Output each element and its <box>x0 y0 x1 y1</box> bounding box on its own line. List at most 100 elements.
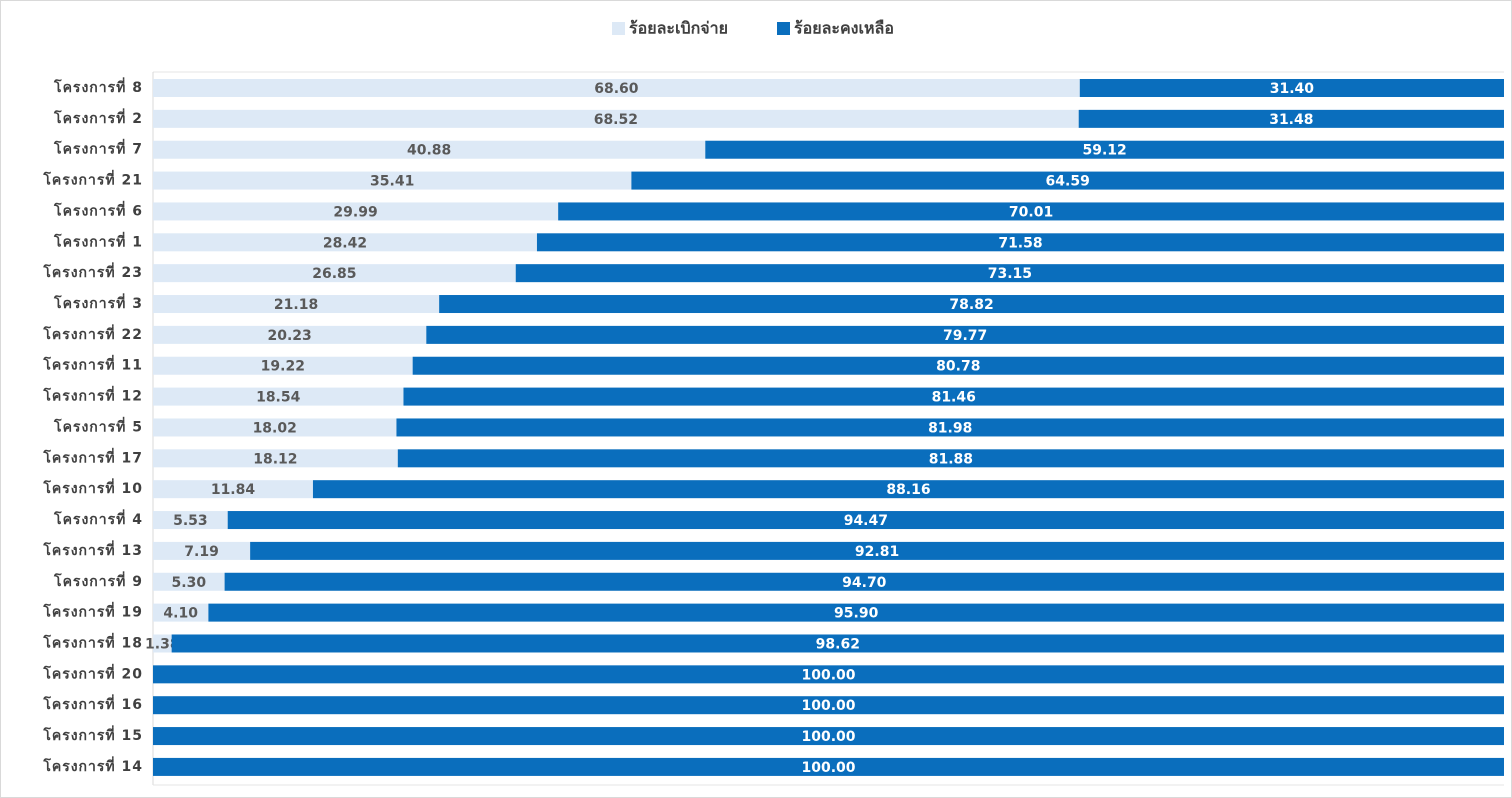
data-label: 100.00 <box>801 760 855 776</box>
bar-segment <box>153 325 427 344</box>
y-tick-label: โครงการที่ 7 <box>53 139 143 158</box>
y-tick-label: โครงการที่ 23 <box>42 262 143 281</box>
bar-segment <box>153 541 251 560</box>
bar-segment <box>536 233 1504 252</box>
bar-segment <box>1078 109 1504 128</box>
bar-segment <box>153 572 225 591</box>
data-label: 100.00 <box>801 729 855 745</box>
y-tick-label: โครงการที่ 12 <box>42 386 143 405</box>
data-label: 31.48 <box>1269 112 1313 128</box>
bar-segment <box>705 140 1504 159</box>
data-label: 73.15 <box>988 266 1032 282</box>
y-tick-label: โครงการที่ 11 <box>42 355 143 374</box>
data-label: 80.78 <box>936 359 980 375</box>
legend-swatch <box>777 22 790 35</box>
data-label: 68.60 <box>594 81 639 97</box>
data-label: 79.77 <box>943 328 987 344</box>
data-label: 70.01 <box>1009 204 1053 220</box>
data-label: 29.99 <box>333 204 377 220</box>
data-label: 94.70 <box>842 575 887 591</box>
y-tick-label: โครงการที่ 15 <box>42 725 143 744</box>
bar-segment <box>1079 79 1504 97</box>
bar-segment <box>397 449 1504 468</box>
legend-label: ร้อยละคงเหลือ <box>794 19 894 38</box>
data-label: 19.22 <box>261 359 305 375</box>
data-label: 92.81 <box>855 544 899 560</box>
data-label: 11.84 <box>211 482 256 498</box>
bar-segment <box>153 171 632 190</box>
bar-segment <box>171 634 1504 653</box>
data-label: 88.16 <box>886 482 930 498</box>
bar-segment <box>250 541 1504 560</box>
data-label: 5.30 <box>172 575 207 591</box>
y-tick-label: โครงการที่ 19 <box>42 602 143 621</box>
y-tick-label: โครงการที่ 4 <box>53 509 143 528</box>
y-tick-label: โครงการที่ 6 <box>53 200 143 219</box>
data-label: 35.41 <box>370 174 414 190</box>
y-tick-label: โครงการที่ 10 <box>42 478 143 497</box>
data-label: 5.53 <box>173 513 208 529</box>
bar-segment <box>403 387 1505 406</box>
y-tick-label: โครงการที่ 13 <box>42 540 143 559</box>
bar-segment <box>153 511 228 530</box>
data-label: 78.82 <box>949 297 993 313</box>
data-label: 1.38 <box>145 636 180 652</box>
bar-segment <box>153 696 1504 715</box>
y-tick-label: โครงการที่ 16 <box>42 694 143 713</box>
data-label: 95.90 <box>834 606 879 622</box>
data-label: 26.85 <box>312 266 356 282</box>
legend-swatch <box>612 22 625 35</box>
bar-segment <box>153 449 398 468</box>
bar-segment <box>153 603 209 622</box>
bar-segment <box>153 295 440 314</box>
bar-segment <box>412 356 1504 375</box>
data-label: 7.19 <box>184 544 219 560</box>
bar-segment <box>153 418 397 437</box>
data-label: 81.88 <box>929 451 973 467</box>
bar-segment <box>224 572 1504 591</box>
bar-segment <box>558 202 1504 221</box>
data-label: 68.52 <box>594 112 638 128</box>
bar-segment <box>227 511 1504 530</box>
data-label: 21.18 <box>274 297 318 313</box>
y-tick-label: โครงการที่ 17 <box>42 447 143 466</box>
y-tick-label: โครงการที่ 9 <box>53 571 143 590</box>
data-label: 18.54 <box>256 390 301 406</box>
legend-label: ร้อยละเบิกจ่าย <box>629 19 728 38</box>
data-label: 40.88 <box>407 143 451 159</box>
bar-segment <box>153 757 1504 776</box>
data-label: 71.58 <box>998 235 1042 251</box>
bar-segment <box>515 264 1504 283</box>
bar-segment <box>153 140 706 159</box>
bar-segment <box>312 480 1505 499</box>
bar-segment <box>208 603 1505 622</box>
data-label: 100.00 <box>801 698 855 714</box>
bar-segment <box>396 418 1504 437</box>
y-tick-label: โครงการที่ 21 <box>42 170 143 189</box>
data-label: 64.59 <box>1046 174 1090 190</box>
data-label: 20.23 <box>268 328 312 344</box>
y-tick-label: โครงการที่ 14 <box>42 756 143 775</box>
y-tick-label: โครงการที่ 5 <box>53 416 143 435</box>
data-label: 94.47 <box>844 513 888 529</box>
bar-segment <box>153 264 516 283</box>
data-label: 18.02 <box>253 420 297 436</box>
bar-segment <box>153 480 313 499</box>
y-tick-label: โครงการที่ 8 <box>53 77 143 96</box>
data-label: 28.42 <box>323 235 367 251</box>
y-tick-label: โครงการที่ 18 <box>42 632 143 651</box>
bar-segment <box>153 233 537 252</box>
data-label: 18.12 <box>253 451 297 467</box>
y-tick-label: โครงการที่ 3 <box>53 293 143 312</box>
data-label: 31.40 <box>1270 81 1315 97</box>
bar-segment <box>153 79 1080 97</box>
y-tick-label: โครงการที่ 2 <box>53 108 143 127</box>
bar-segment <box>153 356 413 375</box>
data-label: 59.12 <box>1082 143 1126 159</box>
bar-segment <box>631 171 1504 190</box>
bar-segment <box>153 387 404 406</box>
data-label: 98.62 <box>816 636 860 652</box>
data-label: 4.10 <box>163 606 198 622</box>
data-label: 100.00 <box>801 667 855 683</box>
